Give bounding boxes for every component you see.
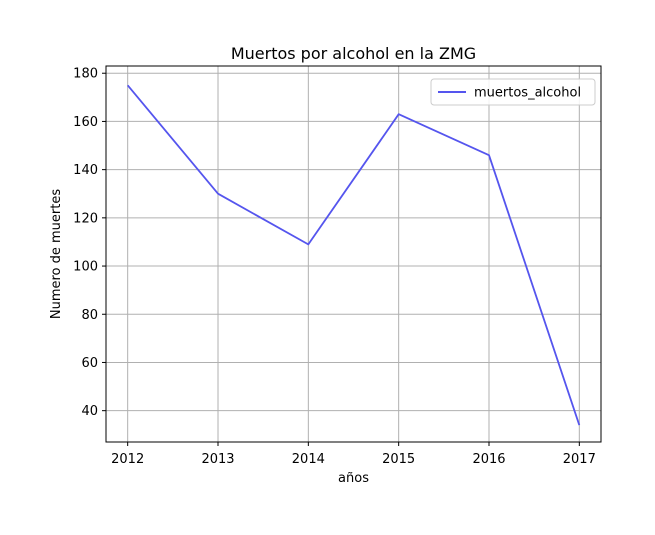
ticks: 2012 2013 2014 2015 2016 2017 40 60 80 100 120 140 1… [73, 67, 596, 467]
y-tick-label-100: 100 [73, 260, 98, 275]
y-tick-label-60: 60 [81, 356, 98, 371]
y-tick-label-40: 40 [81, 404, 98, 419]
y-tick-label-80: 80 [81, 308, 98, 323]
series-layer [127, 84, 581, 426]
grid [106, 66, 601, 442]
x-tick-label-2014: 2014 [292, 452, 325, 467]
plot-frame [105, 65, 602, 443]
y-tick-label-140: 140 [73, 163, 98, 178]
y-tick-label-120: 120 [73, 211, 98, 226]
x-tick-label-2013: 2013 [201, 452, 234, 467]
y-tick-label-160: 160 [73, 115, 98, 130]
x-tick-label-2017: 2017 [563, 452, 596, 467]
x-tick-label-2016: 2016 [472, 452, 505, 467]
legend-box [430, 78, 596, 106]
y-tick-label-180: 180 [73, 67, 98, 82]
x-tick-label-2012: 2012 [111, 452, 144, 467]
series-line-muertos_alcohol [127, 84, 581, 426]
legend: muertos_alcohol [430, 78, 596, 106]
chart-title: Muertos por alcohol en la ZMG [231, 44, 476, 63]
y-axis-label: Numero de muertes [49, 189, 64, 319]
x-tick-label-2015: 2015 [382, 452, 415, 467]
x-axis-label: años [338, 471, 369, 486]
legend-entry-muertos-alcohol: muertos_alcohol [474, 86, 581, 101]
